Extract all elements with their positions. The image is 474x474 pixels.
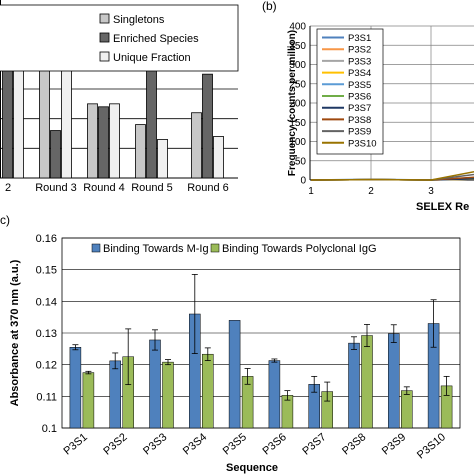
legend-b-label-5: P3S6 <box>348 92 371 103</box>
bar-a-unique-fraction-0 <box>13 58 24 179</box>
bar-c-m-ig-p3s2 <box>109 360 121 429</box>
legend-b-label-3: P3S4 <box>348 68 371 79</box>
y-tick-label-c-5: 0.15 <box>36 265 57 277</box>
bar-a-singletons-1 <box>39 55 50 179</box>
bar-c-m-ig-p3s5 <box>228 320 241 429</box>
legend-a-box <box>0 4 239 72</box>
x-tick-label-c-6: P3S7 <box>300 431 328 457</box>
y-tick-label-c-0: 0.1 <box>42 423 57 435</box>
legend-c-label-0: Binding Towards M-Ig <box>103 243 209 255</box>
bar-a-enriched-species-2 <box>98 106 109 179</box>
legend-b-label-1: P3S2 <box>348 45 371 56</box>
bar-c-polyclonal-igg-p3s1 <box>82 372 95 429</box>
x-tick-label-c-7: P3S8 <box>340 431 368 457</box>
bar-a-unique-fraction-2 <box>109 103 120 179</box>
x-axis-title-b: SELEX Re <box>416 201 469 213</box>
bar-c-m-ig-p3s3 <box>149 339 161 429</box>
panel-c-absorbance-chart: c) 0.1 0.11 0.12 0.13 0.14 0.15 0.16 P3S1 P3S2 P3S… <box>0 213 461 474</box>
y-tick-label-b-4: 200 <box>289 99 306 110</box>
panel-label-c: c) <box>0 213 10 227</box>
x-tick-label-c-3: P3S4 <box>181 431 209 457</box>
tick-label-a-2: Round 4 <box>83 182 125 194</box>
y-tick-label-b-5: 250 <box>289 79 306 90</box>
bar-c-polyclonal-igg-p3s3 <box>162 361 174 429</box>
legend-a-swatch-2 <box>99 51 110 62</box>
bar-c-polyclonal-igg-p3s8 <box>361 335 373 429</box>
tick-label-a-1: Round 3 <box>35 182 77 194</box>
tick-label-a-0: 2 <box>5 182 11 194</box>
bar-a-singletons-4 <box>191 112 202 179</box>
legend-b-label-9: P3S10 <box>348 138 377 149</box>
legend-a-label-0: Singletons <box>113 14 165 26</box>
x-axis-title-c: Sequence <box>226 462 278 474</box>
legend-a-label-1: Enriched Species <box>113 33 199 45</box>
bar-a-unique-fraction-1 <box>61 58 72 179</box>
panel-a-round-composition-chart: 2 Round 3 Round 4 Round 5 Round 6 Singletons E… <box>0 0 239 194</box>
bar-c-polyclonal-igg-p3s9 <box>401 390 413 429</box>
bar-a-singletons-2 <box>87 103 98 179</box>
legend-b-label-0: P3S1 <box>348 33 371 44</box>
legend-b-label-2: P3S3 <box>348 56 371 67</box>
legend-a-label-2: Unique Fraction <box>113 52 191 64</box>
bar-a-unique-fraction-3 <box>157 139 168 179</box>
bar-c-m-ig-p3s8 <box>348 342 360 429</box>
bar-a-enriched-species-4 <box>202 73 213 179</box>
y-tick-label-c-6: 0.16 <box>36 233 57 245</box>
y-tick-label-c-2: 0.12 <box>36 360 57 372</box>
bar-c-m-ig-p3s9 <box>388 333 400 429</box>
legend-b-label-6: P3S7 <box>348 103 371 114</box>
x-tick-label-c-8: P3S9 <box>380 431 408 457</box>
legend-a-swatch-0 <box>99 13 110 24</box>
y-tick-label-c-1: 0.11 <box>36 391 57 403</box>
bar-c-m-ig-p3s1 <box>69 347 82 429</box>
y-tick-label-b-2: 100 <box>289 137 306 148</box>
tick-label-a-4: Round 6 <box>187 182 229 194</box>
legend-a-swatch-1 <box>99 32 110 43</box>
legend-b-label-8: P3S9 <box>348 127 371 138</box>
y-tick-label-b-1: 50 <box>295 156 307 167</box>
legend-c-label-1: Binding Towards Polyclonal IgG <box>222 243 377 255</box>
bar-c-m-ig-p3s6 <box>268 360 281 429</box>
bar-c-polyclonal-igg-p3s4 <box>202 353 214 429</box>
legend-b-label-7: P3S8 <box>348 115 371 126</box>
y-tick-label-b-8: 400 <box>289 22 306 33</box>
y-tick-label-b-6: 300 <box>289 60 306 71</box>
y-axis-title-c: Absorbance at 370 nm (a.u.) <box>9 259 21 406</box>
bar-a-unique-fraction-4 <box>213 136 224 179</box>
x-tick-label-c-4: P3S5 <box>221 431 249 457</box>
x-tick-label-b-0: 1 <box>308 186 314 197</box>
y-tick-label-b-0: 0 <box>300 176 306 187</box>
x-tick-label-c-1: P3S2 <box>101 431 129 457</box>
bar-a-enriched-species-0 <box>2 58 13 179</box>
x-tick-label-b-2: 3 <box>428 186 434 197</box>
y-tick-label-c-3: 0.13 <box>36 328 57 340</box>
y-tick-label-b-7: 350 <box>289 41 306 52</box>
x-tick-label-c-2: P3S3 <box>141 431 169 457</box>
y-tick-label-b-3: 150 <box>289 118 306 129</box>
x-tick-label-c-5: P3S6 <box>260 431 288 457</box>
x-tick-label-b-1: 2 <box>368 186 374 197</box>
series-line-b-p3s10 <box>310 170 474 181</box>
x-tick-label-c-0: P3S1 <box>61 431 89 457</box>
legend-b-label-4: P3S5 <box>348 80 371 91</box>
legend-c-swatch-1 <box>210 243 220 253</box>
y-axis-title-b: Frequency (counts per million) <box>287 30 298 176</box>
y-tick-label-c-4: 0.14 <box>36 296 57 308</box>
bar-a-enriched-species-1 <box>50 130 61 179</box>
panel-b-frequency-chart: (b) 0 50 100 150 200 250 300 350 400 1 2 3 Frequency … <box>262 0 474 213</box>
panel-label-b: (b) <box>262 0 277 13</box>
x-tick-label-c-9: P3S10 <box>415 431 448 461</box>
tick-label-a-3: Round 5 <box>131 182 173 194</box>
bar-a-singletons-3 <box>135 124 146 179</box>
legend-c-swatch-0 <box>91 243 101 253</box>
